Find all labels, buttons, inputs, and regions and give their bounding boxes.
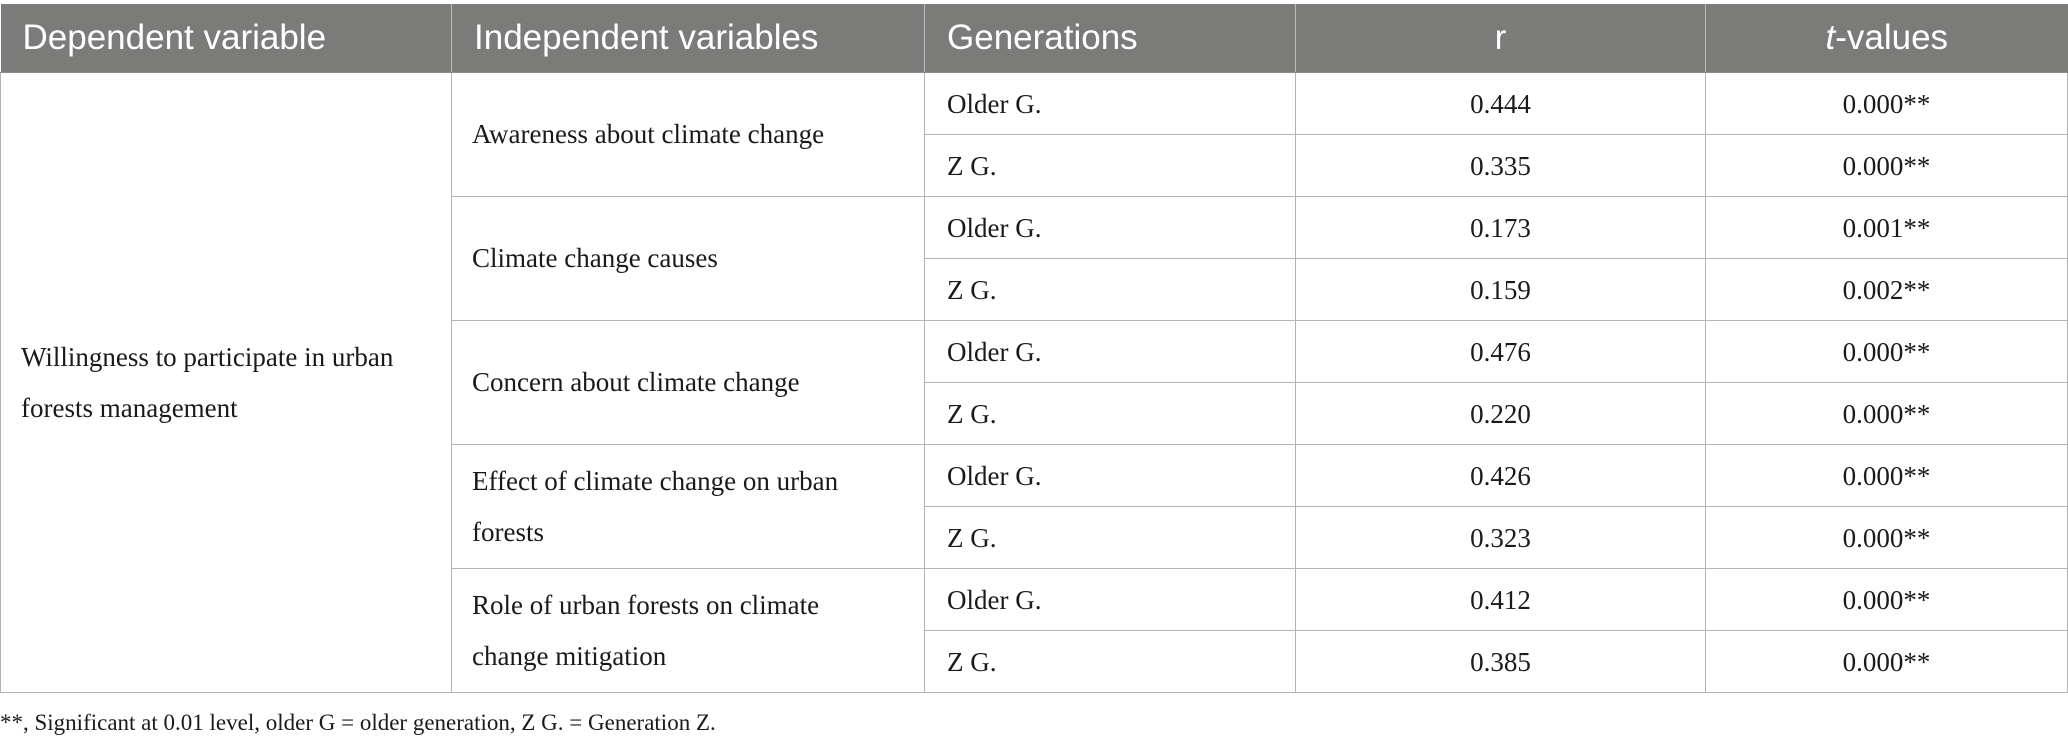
generation-cell: Older G. [924, 196, 1296, 259]
r-value-cell: 0.444 [1295, 72, 1706, 135]
header-independent-variables: Independent variables [451, 4, 925, 73]
t-value-cell: 0.000** [1705, 72, 2068, 135]
generation-cell: Older G. [924, 320, 1296, 383]
independent-variable-cell: Concern about climate change [451, 320, 925, 445]
independent-variable-cell: Climate change causes [451, 196, 925, 321]
t-value-cell: 0.000** [1705, 134, 2068, 197]
r-value-cell: 0.412 [1295, 568, 1706, 631]
results-table-container: Dependent variable Independent variables… [0, 4, 2068, 693]
generation-cell: Z G. [924, 382, 1296, 445]
header-t-values: t-values [1705, 4, 2068, 73]
table-row: Z G. 0.323 0.000** [1, 506, 2068, 569]
table-row: Willingness to participate in urban fore… [0, 72, 2068, 693]
header-t-italic: t [1825, 18, 1836, 57]
r-value-cell: 0.323 [1295, 506, 1706, 569]
generation-cell: Z G. [924, 630, 1296, 693]
header-r: r [1295, 4, 1706, 73]
table-header: Dependent variable Independent variables… [0, 4, 2068, 73]
t-value-cell: 0.000** [1705, 568, 2068, 631]
t-value-cell: 0.000** [1705, 630, 2068, 693]
independent-variable-cell: Awareness about climate change [451, 72, 925, 197]
t-value-cell: 0.001** [1705, 196, 2068, 259]
dependent-variable-cell: Willingness to participate in urban fore… [0, 72, 452, 693]
t-value-cell: 0.000** [1705, 320, 2068, 383]
t-value-cell: 0.000** [1705, 382, 2068, 445]
r-value-cell: 0.385 [1295, 630, 1706, 693]
r-value-cell: 0.220 [1295, 382, 1706, 445]
t-value-cell: 0.000** [1705, 444, 2068, 507]
table-row: Concern about climate change Older G. 0.47… [1, 320, 2068, 445]
table-row: Effect of climate change on urban forest… [1, 444, 2068, 569]
independent-variable-cell: Role of urban forests on climate change … [451, 568, 925, 693]
header-generations: Generations [924, 4, 1296, 73]
table-row: Z G. 0.335 0.000** [1, 134, 2068, 197]
t-value-cell: 0.002** [1705, 258, 2068, 321]
generation-cell: Older G. [924, 444, 1296, 507]
table-row: Z G. 0.220 0.000** [1, 382, 2068, 445]
table-row: Z G. 0.385 0.000** [1, 630, 2068, 693]
r-value-cell: 0.173 [1295, 196, 1706, 259]
generation-cell: Z G. [924, 134, 1296, 197]
generation-cell: Older G. [924, 72, 1296, 135]
header-row: Dependent variable Independent variables… [0, 4, 2068, 73]
header-dependent-variable: Dependent variable [0, 4, 452, 73]
r-value-cell: 0.426 [1295, 444, 1706, 507]
generation-cell: Z G. [924, 506, 1296, 569]
r-value-cell: 0.159 [1295, 258, 1706, 321]
table-body: Willingness to participate in urban fore… [0, 72, 2068, 693]
table-footnote: **, Significant at 0.01 level, older G =… [0, 710, 716, 735]
correlation-table: Dependent variable Independent variables… [0, 4, 2068, 693]
header-t-suffix: -values [1835, 18, 1949, 57]
generation-cell: Older G. [924, 568, 1296, 631]
r-value-cell: 0.476 [1295, 320, 1706, 383]
generation-cell: Z G. [924, 258, 1296, 321]
independent-variable-cell: Effect of climate change on urban forest… [451, 444, 925, 569]
table-row: Z G. 0.159 0.002** [1, 258, 2068, 321]
r-value-cell: 0.335 [1295, 134, 1706, 197]
t-value-cell: 0.000** [1705, 506, 2068, 569]
